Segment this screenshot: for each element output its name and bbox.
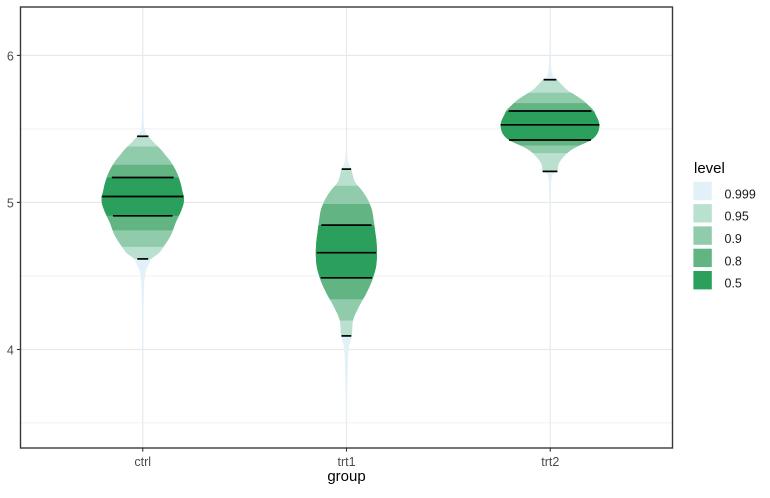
- svg-text:4: 4: [7, 344, 14, 358]
- svg-text:ctrl: ctrl: [134, 455, 151, 469]
- svg-text:0.5: 0.5: [725, 277, 742, 291]
- svg-text:trt1: trt1: [337, 455, 355, 469]
- svg-text:level: level: [694, 160, 725, 177]
- svg-text:trt2: trt2: [541, 455, 559, 469]
- svg-text:0.8: 0.8: [725, 254, 742, 268]
- svg-text:0.9: 0.9: [725, 232, 742, 246]
- svg-text:5: 5: [7, 197, 14, 211]
- svg-text:group: group: [327, 468, 365, 485]
- svg-text:6: 6: [7, 50, 14, 64]
- svg-text:0.95: 0.95: [725, 210, 749, 224]
- svg-text:0.999: 0.999: [725, 187, 756, 201]
